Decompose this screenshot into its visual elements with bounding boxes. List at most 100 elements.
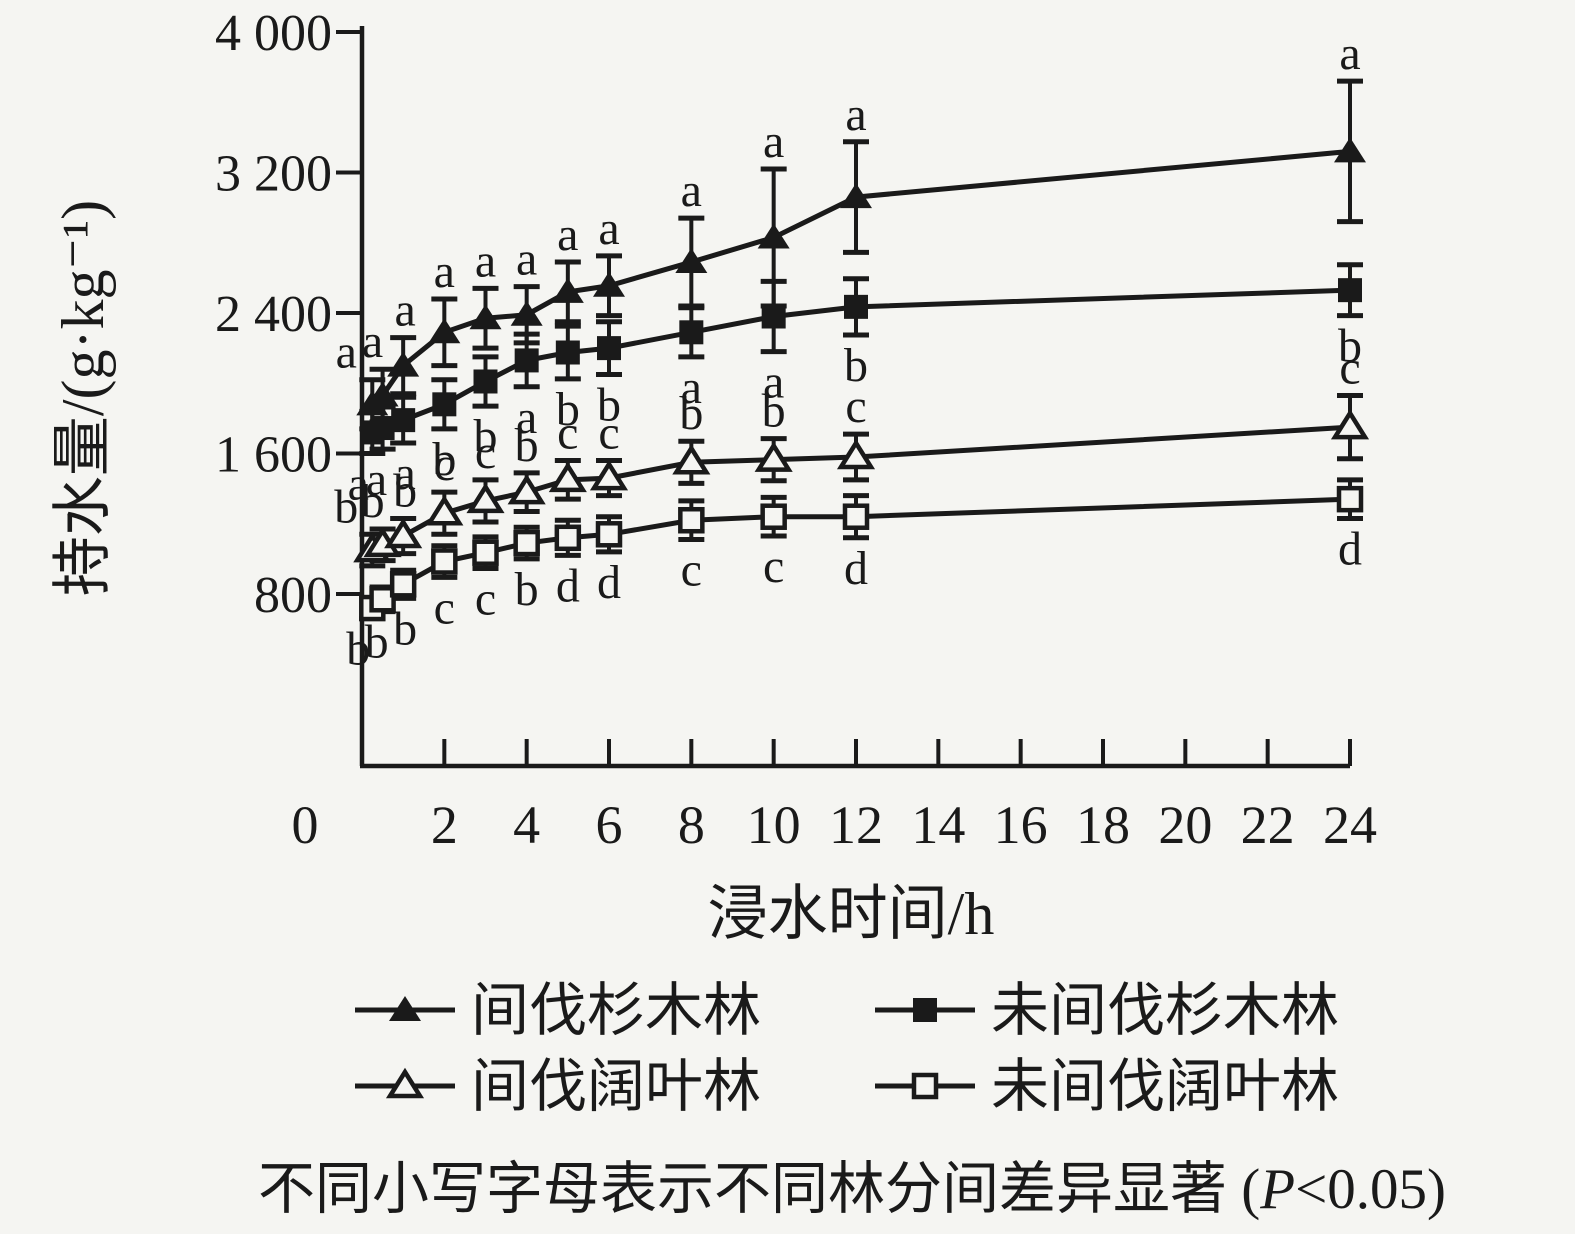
significance-letter: a <box>434 245 455 298</box>
data-point-marker-open-square <box>513 529 540 557</box>
significance-letter: a <box>557 208 578 261</box>
data-point-marker-filled-square <box>473 369 498 394</box>
data-point-marker-open-square <box>911 1072 939 1100</box>
significance-letter: a <box>395 284 416 337</box>
significance-letter: a <box>1339 27 1360 80</box>
data-point-marker-open-square <box>431 548 458 575</box>
data-point-marker-filled-square <box>844 294 868 319</box>
data-point-marker-filled-square <box>679 320 704 345</box>
significance-letter: b <box>361 475 385 528</box>
x-axis-tick-label: 22 <box>1241 795 1295 855</box>
significance-letter: a <box>763 356 784 409</box>
significance-letter: b <box>365 616 389 669</box>
significance-letter: b <box>515 563 539 616</box>
x-axis-tick-label: 2 <box>431 795 458 855</box>
data-point-marker-open-square <box>842 503 870 530</box>
y-axis-tick-label: 1 600 <box>215 426 332 483</box>
y-axis-tick-label: 800 <box>254 567 332 624</box>
data-point-marker-filled-square <box>555 340 580 365</box>
data-point-marker-filled-triangle <box>675 248 708 274</box>
significance-letter: a <box>348 457 369 510</box>
data-point-marker-open-square <box>369 586 396 613</box>
significance-letter: c <box>434 438 455 491</box>
x-axis-origin-label: 0 <box>292 795 319 855</box>
significance-letter: a <box>598 202 619 255</box>
data-point-marker-filled-square <box>1338 278 1362 303</box>
data-point-marker-open-square <box>1336 485 1364 513</box>
x-axis-tick-label: 8 <box>678 795 705 855</box>
caption-text: 不同小写字母表示不同林分间差异显著 ( <box>258 1158 1260 1221</box>
significance-letter: c <box>434 581 455 634</box>
data-point-marker-open-triangle <box>466 482 505 514</box>
significance-letter: b <box>474 410 498 463</box>
data-point-marker-open-square <box>595 521 623 548</box>
y-axis-tick-label: 2 400 <box>215 286 332 343</box>
data-point-marker-filled-square <box>761 304 786 329</box>
data-point-marker-filled-triangle <box>510 300 543 326</box>
significance-letter: b <box>597 378 621 431</box>
data-point-marker-open-square <box>389 571 417 598</box>
x-axis-tick-label: 6 <box>596 795 623 855</box>
legend-item: 间伐杉木林 <box>355 978 761 1043</box>
significance-letter: a <box>395 447 416 500</box>
data-point-marker-filled-square <box>514 348 539 373</box>
data-point-marker-filled-triangle <box>593 271 625 297</box>
x-axis-tick-label: 16 <box>994 795 1048 855</box>
data-point-marker-open-square <box>760 503 787 530</box>
significance-letter: a <box>336 326 357 379</box>
significance-letter: b <box>515 419 539 472</box>
significance-letter: a <box>681 164 702 217</box>
x-axis-tick-label: 4 <box>513 795 540 855</box>
y-axis-title: 持水量/(g·kg⁻¹) <box>50 200 116 596</box>
data-point-marker-filled-square <box>913 998 937 1022</box>
significance-letter: b <box>393 464 417 517</box>
significance-letter: b <box>334 480 358 533</box>
significance-letter: c <box>763 540 784 593</box>
x-axis-tick-label: 20 <box>1158 795 1212 855</box>
significance-letter: b <box>679 387 703 440</box>
significance-letter: c <box>475 426 496 479</box>
significance-letter: d <box>1338 522 1362 575</box>
caption: 不同小写字母表示不同林分间差异显著 (P<0.05) <box>258 1158 1446 1221</box>
legend-item: 间伐阔叶林 <box>355 1054 761 1119</box>
data-point-marker-open-triangle <box>1330 408 1370 440</box>
legend-label: 未间伐杉木林 <box>991 978 1339 1043</box>
significance-letter: c <box>1339 342 1360 395</box>
significance-letter: b <box>393 602 417 655</box>
y-axis-tick-label: 4 000 <box>215 5 332 62</box>
data-point-marker-filled-triangle <box>389 996 421 1021</box>
x-axis-tick-label: 18 <box>1076 795 1130 855</box>
data-point-marker-open-triangle <box>384 517 423 549</box>
data-point-marker-filled-triangle <box>428 318 461 344</box>
data-point-marker-open-triangle <box>589 459 629 491</box>
data-point-marker-filled-triangle <box>387 351 420 377</box>
caption-p-symbol: P <box>1259 1158 1295 1221</box>
significance-letter: a <box>475 234 496 287</box>
significance-letter: a <box>845 88 866 141</box>
significance-letter: b <box>762 385 786 438</box>
x-axis-tick-label: 14 <box>911 795 965 855</box>
data-point-marker-filled-square <box>432 392 457 417</box>
data-point-marker-open-square <box>472 539 499 566</box>
y-axis-tick-label: 3 200 <box>215 145 332 202</box>
significance-letter: d <box>556 559 580 612</box>
significance-letter: a <box>516 391 537 444</box>
data-point-marker-open-triangle <box>836 438 876 470</box>
data-point-marker-filled-square <box>391 408 416 433</box>
legend-label: 未间伐阔叶林 <box>991 1054 1339 1119</box>
data-point-marker-filled-triangle <box>551 277 584 303</box>
legend-item: 未间伐阔叶林 <box>875 1054 1339 1119</box>
significance-letter: a <box>362 315 383 368</box>
data-point-marker-filled-square <box>370 416 395 441</box>
significance-letter: a <box>366 453 387 506</box>
significance-letter: b <box>432 433 456 486</box>
legend-item: 未间伐杉木林 <box>875 978 1339 1043</box>
series-open-triangle <box>353 393 1370 569</box>
data-point-marker-filled-triangle <box>840 183 872 209</box>
data-point-marker-filled-triangle <box>366 381 399 407</box>
data-point-marker-filled-triangle <box>757 223 790 249</box>
significance-letter: b <box>844 339 868 392</box>
significance-letter: b <box>1338 320 1362 373</box>
data-point-marker-filled-triangle <box>469 304 502 330</box>
